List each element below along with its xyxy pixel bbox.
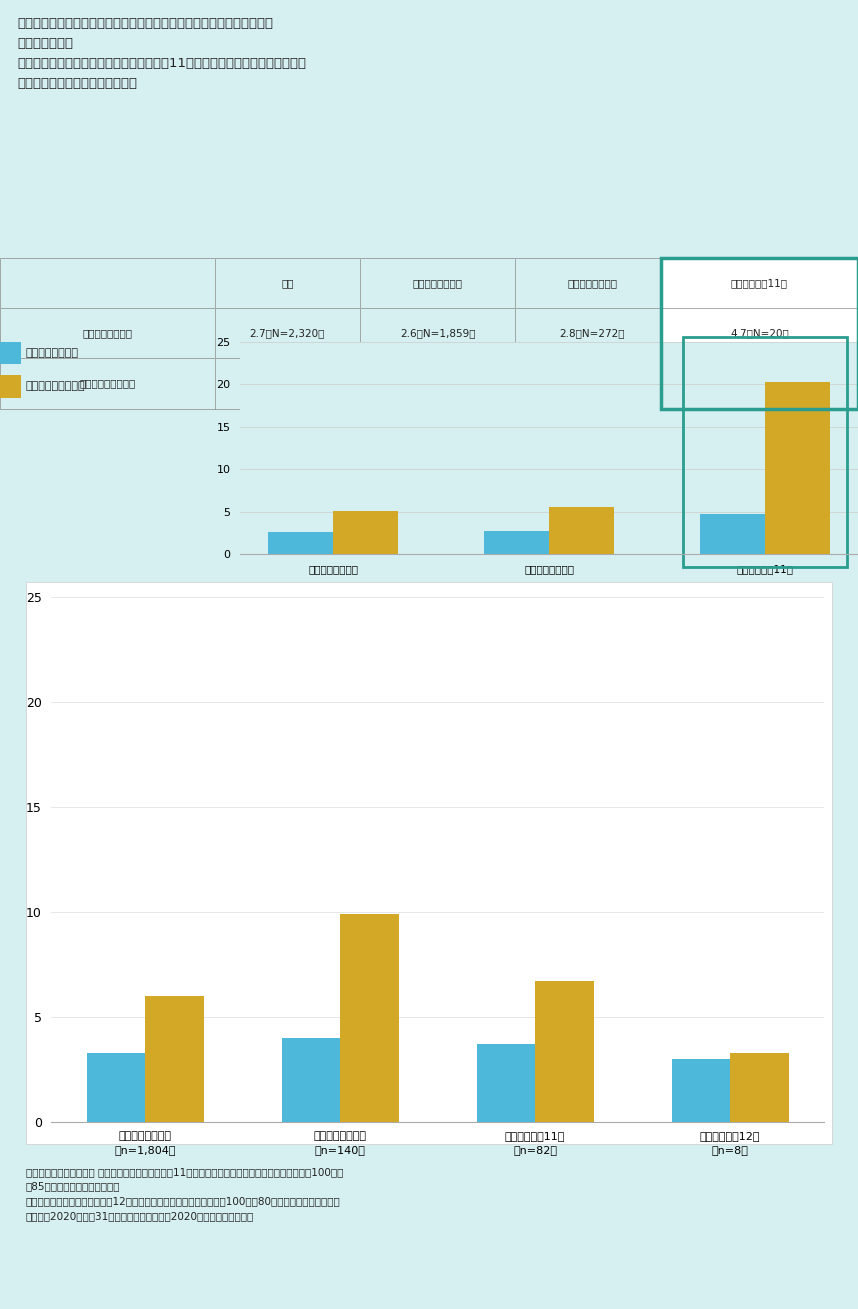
Bar xyxy=(360,308,515,359)
Text: 過去７日間の回数: 過去７日間の回数 xyxy=(26,348,79,357)
Text: 入院医療の患者のリハビリテーション実施状況（2018年度）: 入院医療の患者のリハビリテーション実施状況（2018年度） xyxy=(306,597,552,611)
Text: 過去７日間の回数: 過去７日間の回数 xyxy=(330,630,386,643)
Bar xyxy=(515,258,669,308)
Text: 5.1（N=1,933）: 5.1（N=1,933） xyxy=(400,378,475,389)
Bar xyxy=(661,308,858,359)
Text: 20.2（N=29）: 20.2（N=29） xyxy=(727,378,792,389)
Bar xyxy=(661,308,858,359)
Text: 療養病棟入院料２: 療養病棟入院料２ xyxy=(567,278,617,288)
Text: 過去７日間の単位数: 過去７日間の単位数 xyxy=(562,630,625,643)
Bar xyxy=(360,258,515,308)
Text: 4.7（N=20）: 4.7（N=20） xyxy=(730,329,789,338)
Bar xyxy=(515,258,669,308)
Bar xyxy=(661,258,858,308)
Text: 全体: 全体 xyxy=(281,278,293,288)
Text: 2.7（N=2,320）: 2.7（N=2,320） xyxy=(250,329,325,338)
Bar xyxy=(300,630,322,643)
Bar xyxy=(360,258,515,308)
Bar xyxy=(0,359,214,408)
Bar xyxy=(214,359,360,408)
Bar xyxy=(661,359,858,408)
Text: 過去７日間の単位数: 過去７日間の単位数 xyxy=(79,378,136,389)
Bar xyxy=(26,583,832,1144)
Text: 2.6（N=1,859）: 2.6（N=1,859） xyxy=(400,329,475,338)
Text: 過去７日間の単位数: 過去７日間の単位数 xyxy=(26,381,85,391)
Bar xyxy=(0,308,214,359)
Bar xyxy=(0,258,214,308)
Text: 5.6（N=283）: 5.6（N=283） xyxy=(559,378,625,389)
Bar xyxy=(515,308,669,359)
Bar xyxy=(0,359,214,408)
Bar xyxy=(360,359,515,408)
Bar xyxy=(360,359,515,408)
Text: 5.5（N=2,426）: 5.5（N=2,426） xyxy=(250,378,325,389)
Bar xyxy=(214,308,360,359)
Bar xyxy=(515,308,669,359)
Text: 療養病棟入院料１: 療養病棟入院料１ xyxy=(413,278,462,288)
Text: 経過措置（注11）: 経過措置（注11） xyxy=(731,278,788,288)
Bar xyxy=(661,258,858,408)
Bar xyxy=(661,359,858,408)
Text: ・療養病棟入院院基本料 経過措置１／算定要件（注11）療養病棟入院料２のそれぞれの所定点数の100分の
　85に相当する点数を算定する
・療養病棟入院院基本料の: ・療養病棟入院院基本料 経過措置１／算定要件（注11）療養病棟入院料２のそれぞれ… xyxy=(26,1166,343,1221)
Bar xyxy=(0,376,21,398)
Bar xyxy=(214,308,360,359)
Bar xyxy=(515,359,669,408)
Bar xyxy=(0,258,214,308)
Bar xyxy=(214,359,360,408)
Bar xyxy=(214,258,360,308)
Bar xyxy=(532,630,553,643)
Text: 入院料毎にみた、過去７日間のリハビリテーション実施回数と単位数は
以下のとおり。
入院料１及び２と比較して、経過措置（注11）を届け出ている病棟において、
回数: 入院料毎にみた、過去７日間のリハビリテーション実施回数と単位数は 以下のとおり。… xyxy=(17,17,306,90)
Text: 過去７日間の回数: 過去７日間の回数 xyxy=(82,329,132,338)
Bar xyxy=(360,308,515,359)
Bar xyxy=(661,258,858,308)
Text: 2.8（N=272）: 2.8（N=272） xyxy=(559,329,625,338)
Bar xyxy=(0,308,214,359)
Bar xyxy=(214,258,360,308)
Bar xyxy=(0,342,21,364)
Bar xyxy=(515,359,669,408)
